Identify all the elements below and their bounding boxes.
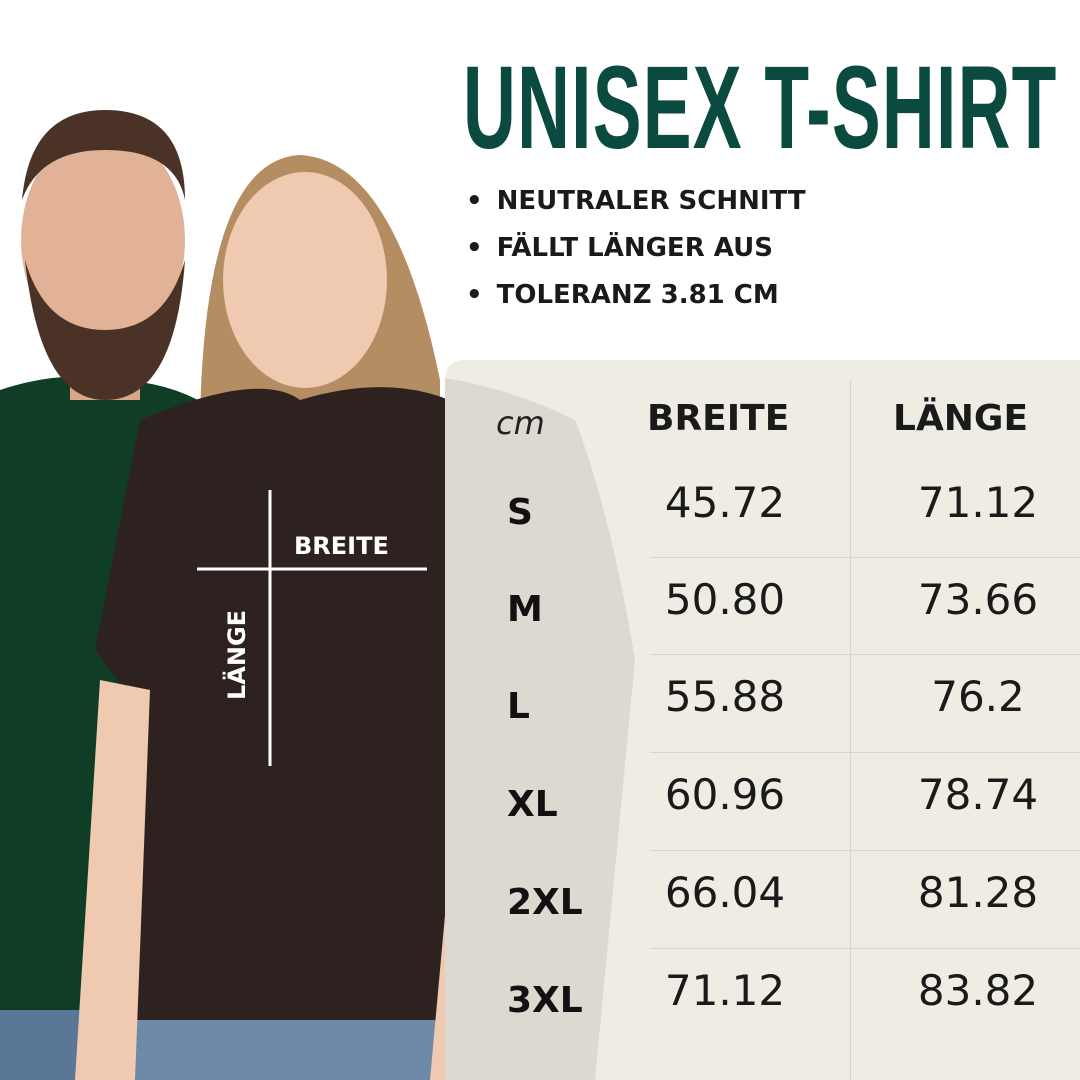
laenge-value: 76.2 bbox=[931, 672, 1025, 721]
unit-label: cm bbox=[496, 404, 545, 442]
column-divider bbox=[850, 380, 851, 1080]
breite-value: 50.80 bbox=[664, 575, 786, 624]
header-laenge: LÄNGE bbox=[893, 398, 1029, 439]
laenge-value: 71.12 bbox=[917, 478, 1039, 527]
breite-value: 45.72 bbox=[664, 478, 786, 527]
size-label: XL bbox=[507, 784, 558, 825]
size-label: S bbox=[507, 492, 533, 533]
laenge-value: 83.82 bbox=[917, 966, 1039, 1015]
row-divider bbox=[650, 948, 1080, 949]
size-label: 2XL bbox=[507, 882, 583, 923]
row-divider bbox=[650, 654, 1080, 655]
size-label: L bbox=[507, 686, 530, 727]
size-label: 3XL bbox=[507, 980, 583, 1021]
laenge-value: 73.66 bbox=[917, 575, 1039, 624]
row-divider bbox=[650, 752, 1080, 753]
row-divider bbox=[650, 850, 1080, 851]
page-title: UNISEX T-SHIRT bbox=[463, 42, 1058, 174]
feature-item: FÄLLT LÄNGER AUS bbox=[466, 233, 773, 263]
sleeve-overlay bbox=[445, 378, 635, 1080]
laenge-value: 78.74 bbox=[917, 770, 1039, 819]
diagram-width-label: BREITE bbox=[294, 532, 389, 560]
feature-item: NEUTRALER SCHNITT bbox=[466, 186, 806, 216]
diagram-length-label: LÄNGE bbox=[223, 609, 251, 700]
breite-value: 71.12 bbox=[664, 966, 786, 1015]
row-divider bbox=[650, 557, 1080, 558]
breite-value: 66.04 bbox=[664, 868, 786, 917]
size-label: M bbox=[507, 589, 543, 630]
breite-value: 55.88 bbox=[664, 672, 786, 721]
breite-value: 60.96 bbox=[664, 770, 786, 819]
laenge-value: 81.28 bbox=[917, 868, 1039, 917]
header-breite: BREITE bbox=[647, 398, 790, 439]
feature-item: TOLERANZ 3.81 CM bbox=[466, 280, 779, 310]
